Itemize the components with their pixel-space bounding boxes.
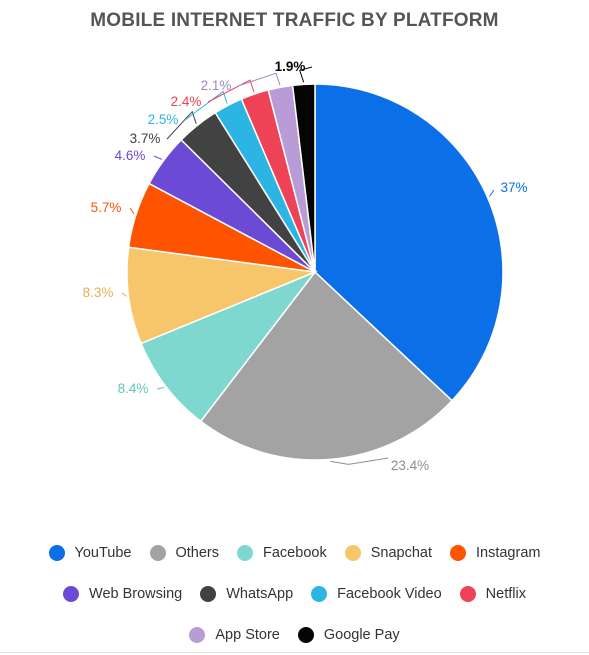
legend-row: App Store Google Pay — [0, 614, 589, 655]
legend-label: Google Pay — [323, 626, 400, 643]
legend-item-youtube[interactable]: YouTube — [48, 544, 132, 561]
leader-line-instagram — [129, 207, 135, 215]
data-label-instagram: 5.7% — [91, 200, 122, 215]
legend-item-instagram[interactable]: Instagram — [449, 544, 541, 561]
legend-row: Web Browsing WhatsApp Facebook Video Netfli… — [0, 573, 589, 614]
pie-slice-youtube — [314, 83, 504, 402]
legend-label: Web Browsing — [89, 585, 183, 602]
legend-swatch-icon — [449, 544, 466, 561]
data-label-google-pay: 1.9% — [275, 59, 306, 74]
legend-swatch-icon — [311, 585, 328, 602]
legend-item-netflix[interactable]: Netflix — [459, 585, 526, 602]
legend-item-web-browsing[interactable]: Web Browsing — [63, 585, 183, 602]
legend-item-whatsapp[interactable]: WhatsApp — [200, 585, 294, 602]
legend-item-app-store[interactable]: App Store — [189, 626, 280, 643]
leader-line-facebook-video — [184, 90, 228, 121]
legend-label: Instagram — [475, 544, 541, 561]
pie-chart: 37% 23.4% 8.4% 8.3% 5.7% 4.6% 3.7% 2.5% 2.4%2.1%… — [83, 59, 528, 473]
leader-line-youtube — [488, 189, 495, 197]
pie-slice-snapchat — [126, 246, 318, 345]
pie-slice-others — [199, 270, 454, 461]
leader-line-whatsapp — [166, 110, 197, 140]
legend-label: Facebook Video — [337, 585, 442, 602]
legend-item-facebook[interactable]: Facebook — [237, 544, 327, 561]
chart-title: MOBILE INTERNET TRAFFIC BY PLATFORM — [90, 10, 499, 31]
legend-swatch-icon — [149, 544, 166, 561]
legend-swatch-icon — [344, 544, 361, 561]
pie-slice-facebook — [140, 270, 318, 423]
data-label-netflix: 2.4% — [171, 94, 202, 109]
data-label-facebook-video: 2.5% — [148, 112, 179, 127]
data-label-youtube: 37% — [500, 180, 527, 195]
data-label-whatsapp: 3.7% — [130, 131, 161, 146]
legend-row: YouTube Others Facebook Snapchat Instagram — [0, 532, 589, 573]
leader-line-netflix — [207, 79, 255, 103]
legend-swatch-icon — [459, 585, 476, 602]
leader-line-others — [330, 457, 389, 465]
legend-item-google-pay[interactable]: Google Pay — [297, 626, 400, 643]
legend-swatch-icon — [189, 626, 206, 643]
legend-swatch-icon — [63, 585, 80, 602]
bottom-divider — [0, 652, 589, 653]
legend-label: YouTube — [74, 544, 132, 561]
legend-swatch-icon — [48, 544, 65, 561]
leader-line-web-browsing — [153, 155, 163, 160]
data-label-facebook: 8.4% — [118, 381, 149, 396]
legend-item-facebook-video[interactable]: Facebook Video — [311, 585, 442, 602]
legend-label: Netflix — [485, 585, 526, 602]
legend-swatch-icon — [200, 585, 217, 602]
legend-label: Others — [175, 544, 220, 561]
pie-slice-google-pay — [291, 83, 316, 273]
legend-item-others[interactable]: Others — [149, 544, 220, 561]
legend-swatch-icon — [237, 544, 254, 561]
legend-label: App Store — [215, 626, 280, 643]
chart-legend: YouTube Others Facebook Snapchat Instagram We… — [0, 532, 589, 655]
leader-line-snapchat — [121, 292, 127, 297]
leader-line-app-store — [237, 72, 281, 87]
legend-label: Facebook — [263, 544, 327, 561]
data-label-snapchat: 8.3% — [83, 285, 114, 300]
legend-item-snapchat[interactable]: Snapchat — [344, 544, 432, 561]
data-label-web-browsing: 4.6% — [115, 148, 146, 163]
data-label-app-store: 2.1% — [201, 78, 232, 93]
legend-swatch-icon — [297, 626, 314, 643]
data-label-others: 23.4% — [391, 458, 429, 473]
leader-line-google-pay — [299, 66, 313, 83]
legend-label: Snapchat — [370, 544, 432, 561]
leader-line-facebook — [156, 387, 165, 390]
legend-label: WhatsApp — [226, 585, 294, 602]
